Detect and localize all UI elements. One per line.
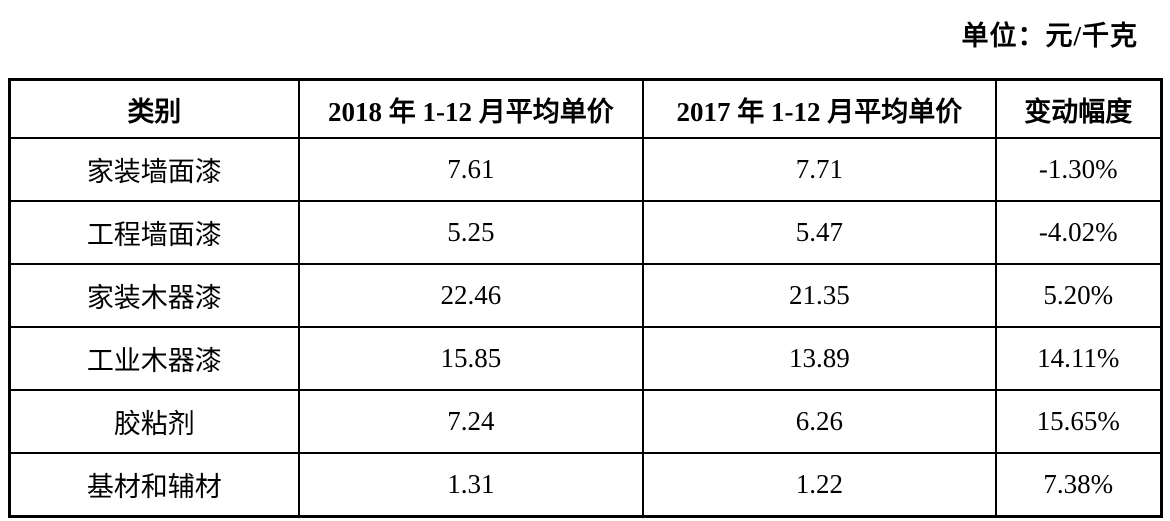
cell-category: 家装木器漆 — [8, 263, 300, 328]
table-row: 胶粘剂 7.24 6.26 15.65% — [8, 389, 1163, 454]
cell-category: 胶粘剂 — [8, 389, 300, 454]
header-change-rate: 变动幅度 — [994, 78, 1163, 139]
header-2018-avg-price: 2018 年 1-12 月平均单价 — [297, 78, 645, 139]
cell-2018-price: 22.46 — [297, 263, 645, 328]
cell-2017-price: 6.26 — [642, 389, 997, 454]
unit-note: 单位：元/千克 — [961, 21, 1138, 51]
cell-category: 基材和辅材 — [8, 452, 300, 518]
cell-2017-price: 1.22 — [642, 452, 997, 518]
table-row: 基材和辅材 1.31 1.22 7.38% — [8, 452, 1163, 518]
average-unit-price-table: 类别 2018 年 1-12 月平均单价 2017 年 1-12 月平均单价 变… — [8, 78, 1163, 518]
header-2017-avg-price: 2017 年 1-12 月平均单价 — [642, 78, 997, 139]
cell-2017-price: 13.89 — [642, 326, 997, 391]
cell-2018-price: 7.61 — [297, 137, 645, 202]
cell-category: 工程墙面漆 — [8, 200, 300, 265]
cell-category: 工业木器漆 — [8, 326, 300, 391]
table-row: 工业木器漆 15.85 13.89 14.11% — [8, 326, 1163, 391]
cell-2018-price: 5.25 — [297, 200, 645, 265]
header-category: 类别 — [8, 78, 300, 139]
cell-2017-price: 21.35 — [642, 263, 997, 328]
cell-change-rate: -4.02% — [994, 200, 1163, 265]
cell-category: 家装墙面漆 — [8, 137, 300, 202]
table-row: 家装墙面漆 7.61 7.71 -1.30% — [8, 137, 1163, 202]
cell-2017-price: 5.47 — [642, 200, 997, 265]
table-row: 家装木器漆 22.46 21.35 5.20% — [8, 263, 1163, 328]
cell-change-rate: -1.30% — [994, 137, 1163, 202]
cell-change-rate: 7.38% — [994, 452, 1163, 518]
table-header-row: 类别 2018 年 1-12 月平均单价 2017 年 1-12 月平均单价 变… — [8, 78, 1163, 139]
cell-change-rate: 5.20% — [994, 263, 1163, 328]
cell-2017-price: 7.71 — [642, 137, 997, 202]
table-row: 工程墙面漆 5.25 5.47 -4.02% — [8, 200, 1163, 265]
cell-2018-price: 1.31 — [297, 452, 645, 518]
cell-2018-price: 7.24 — [297, 389, 645, 454]
cell-2018-price: 15.85 — [297, 326, 645, 391]
cell-change-rate: 14.11% — [994, 326, 1163, 391]
cell-change-rate: 15.65% — [994, 389, 1163, 454]
